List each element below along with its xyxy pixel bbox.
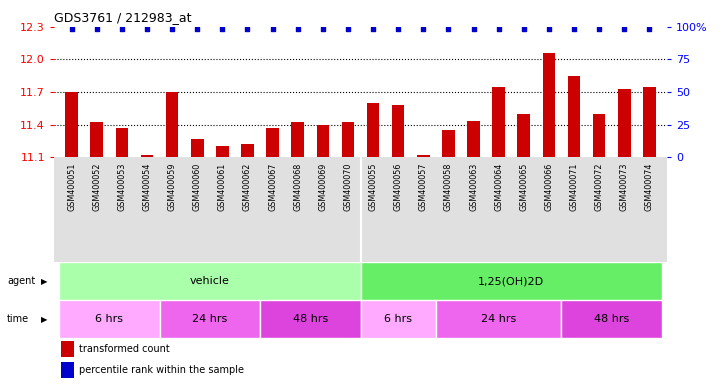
Point: [91, 26, 102, 32]
Bar: [61, 362, 74, 378]
Bar: [467, 121, 479, 157]
Text: GSM400055: GSM400055: [368, 162, 378, 211]
Bar: [367, 103, 379, 157]
Bar: [436, 300, 562, 338]
Point: [468, 26, 479, 32]
Text: 48 hrs: 48 hrs: [293, 314, 328, 324]
Text: GSM400063: GSM400063: [469, 162, 478, 211]
Text: 48 hrs: 48 hrs: [594, 314, 629, 324]
Text: GDS3761 / 212983_at: GDS3761 / 212983_at: [54, 11, 192, 24]
Text: GSM400073: GSM400073: [620, 162, 629, 211]
Point: [518, 26, 529, 32]
Bar: [342, 122, 354, 157]
Bar: [392, 105, 404, 157]
Bar: [141, 155, 154, 157]
Bar: [417, 155, 430, 157]
Point: [342, 26, 354, 32]
Point: [242, 26, 253, 32]
Point: [443, 26, 454, 32]
Bar: [360, 262, 662, 300]
Bar: [216, 146, 229, 157]
Bar: [260, 300, 360, 338]
Point: [66, 26, 77, 32]
Point: [367, 26, 379, 32]
Text: percentile rank within the sample: percentile rank within the sample: [79, 365, 244, 375]
Point: [267, 26, 278, 32]
Text: agent: agent: [7, 276, 35, 286]
Bar: [567, 76, 580, 157]
Bar: [562, 300, 662, 338]
Point: [417, 26, 429, 32]
Point: [644, 26, 655, 32]
Bar: [91, 122, 103, 157]
Text: ▶: ▶: [41, 314, 48, 324]
Point: [141, 26, 153, 32]
Point: [568, 26, 580, 32]
Text: 6 hrs: 6 hrs: [95, 314, 123, 324]
Text: GSM400058: GSM400058: [444, 162, 453, 211]
Bar: [593, 114, 606, 157]
Point: [167, 26, 178, 32]
Bar: [61, 341, 74, 357]
Point: [216, 26, 228, 32]
Text: GSM400059: GSM400059: [167, 162, 177, 211]
Bar: [59, 262, 360, 300]
Bar: [643, 86, 655, 157]
Bar: [618, 89, 630, 157]
Text: GSM400069: GSM400069: [319, 162, 327, 211]
Text: GSM400071: GSM400071: [570, 162, 578, 211]
Text: GSM400053: GSM400053: [118, 162, 126, 211]
Text: GSM400070: GSM400070: [343, 162, 353, 211]
Point: [317, 26, 329, 32]
Point: [116, 26, 128, 32]
Text: GSM400064: GSM400064: [494, 162, 503, 211]
Point: [192, 26, 203, 32]
Text: GSM400061: GSM400061: [218, 162, 227, 211]
Point: [543, 26, 554, 32]
Bar: [317, 124, 329, 157]
Text: GSM400062: GSM400062: [243, 162, 252, 211]
Bar: [543, 53, 555, 157]
Text: 6 hrs: 6 hrs: [384, 314, 412, 324]
Point: [593, 26, 605, 32]
Text: GSM400054: GSM400054: [143, 162, 151, 211]
Text: 24 hrs: 24 hrs: [193, 314, 227, 324]
Bar: [115, 128, 128, 157]
Text: GSM400060: GSM400060: [193, 162, 202, 211]
Text: time: time: [7, 314, 30, 324]
Bar: [291, 122, 304, 157]
Text: vehicle: vehicle: [190, 276, 230, 286]
Bar: [492, 86, 505, 157]
Text: GSM400057: GSM400057: [419, 162, 428, 211]
Point: [292, 26, 304, 32]
Bar: [266, 128, 279, 157]
Text: GSM400074: GSM400074: [645, 162, 654, 211]
Text: GSM400051: GSM400051: [67, 162, 76, 211]
Text: GSM400065: GSM400065: [519, 162, 528, 211]
Point: [619, 26, 630, 32]
Text: transformed count: transformed count: [79, 344, 170, 354]
Text: GSM400052: GSM400052: [92, 162, 101, 211]
Bar: [191, 139, 203, 157]
Text: ▶: ▶: [41, 276, 48, 286]
Text: 24 hrs: 24 hrs: [481, 314, 516, 324]
Bar: [59, 300, 159, 338]
Text: GSM400056: GSM400056: [394, 162, 402, 211]
Text: 1,25(OH)2D: 1,25(OH)2D: [478, 276, 544, 286]
Bar: [360, 300, 436, 338]
Text: GSM400067: GSM400067: [268, 162, 277, 211]
Bar: [66, 92, 78, 157]
Text: GSM400068: GSM400068: [293, 162, 302, 211]
Bar: [518, 114, 530, 157]
Point: [493, 26, 505, 32]
Bar: [242, 144, 254, 157]
Bar: [442, 130, 455, 157]
Point: [392, 26, 404, 32]
Text: GSM400072: GSM400072: [595, 162, 603, 211]
Bar: [159, 300, 260, 338]
Bar: [166, 92, 178, 157]
Text: GSM400066: GSM400066: [544, 162, 554, 211]
